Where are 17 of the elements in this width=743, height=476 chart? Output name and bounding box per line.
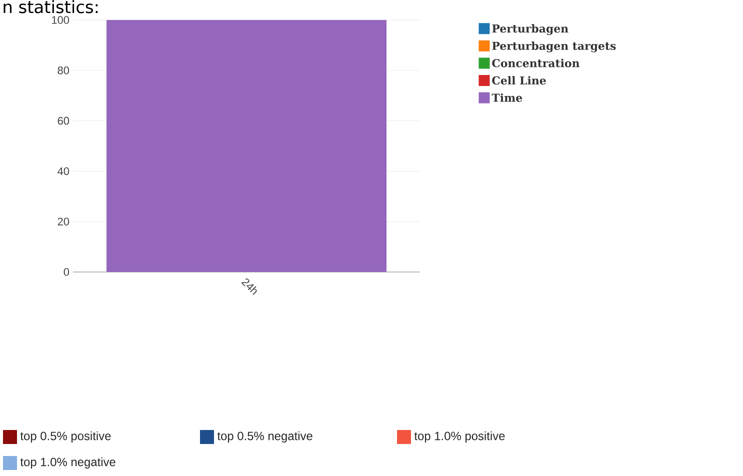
y-tick-label: 80 (58, 66, 70, 74)
y-tick-label: 60 (58, 116, 70, 125)
y-tick-label: 40 (58, 167, 70, 176)
legend-label: Time (492, 93, 522, 102)
x-tick-label: 24h (241, 278, 257, 296)
chart-title: n statistics: (4, 0, 98, 14)
legend-label: Cell Line (492, 76, 546, 85)
legend-label: Perturbagen targets (492, 41, 616, 52)
legend-label: Perturbagen (492, 24, 568, 35)
y-tick-label: 0 (64, 268, 70, 276)
legend-label: top 0.5% positive (20, 431, 111, 443)
legend-label: top 0.5% negative (217, 431, 312, 443)
legend-label: top 1.0% negative (20, 457, 116, 469)
y-tick-label: 20 (58, 218, 70, 226)
legend-label: top 1.0% positive (414, 431, 505, 443)
legend-label: Concentration (492, 58, 580, 68)
y-tick-label: 100 (52, 16, 70, 24)
